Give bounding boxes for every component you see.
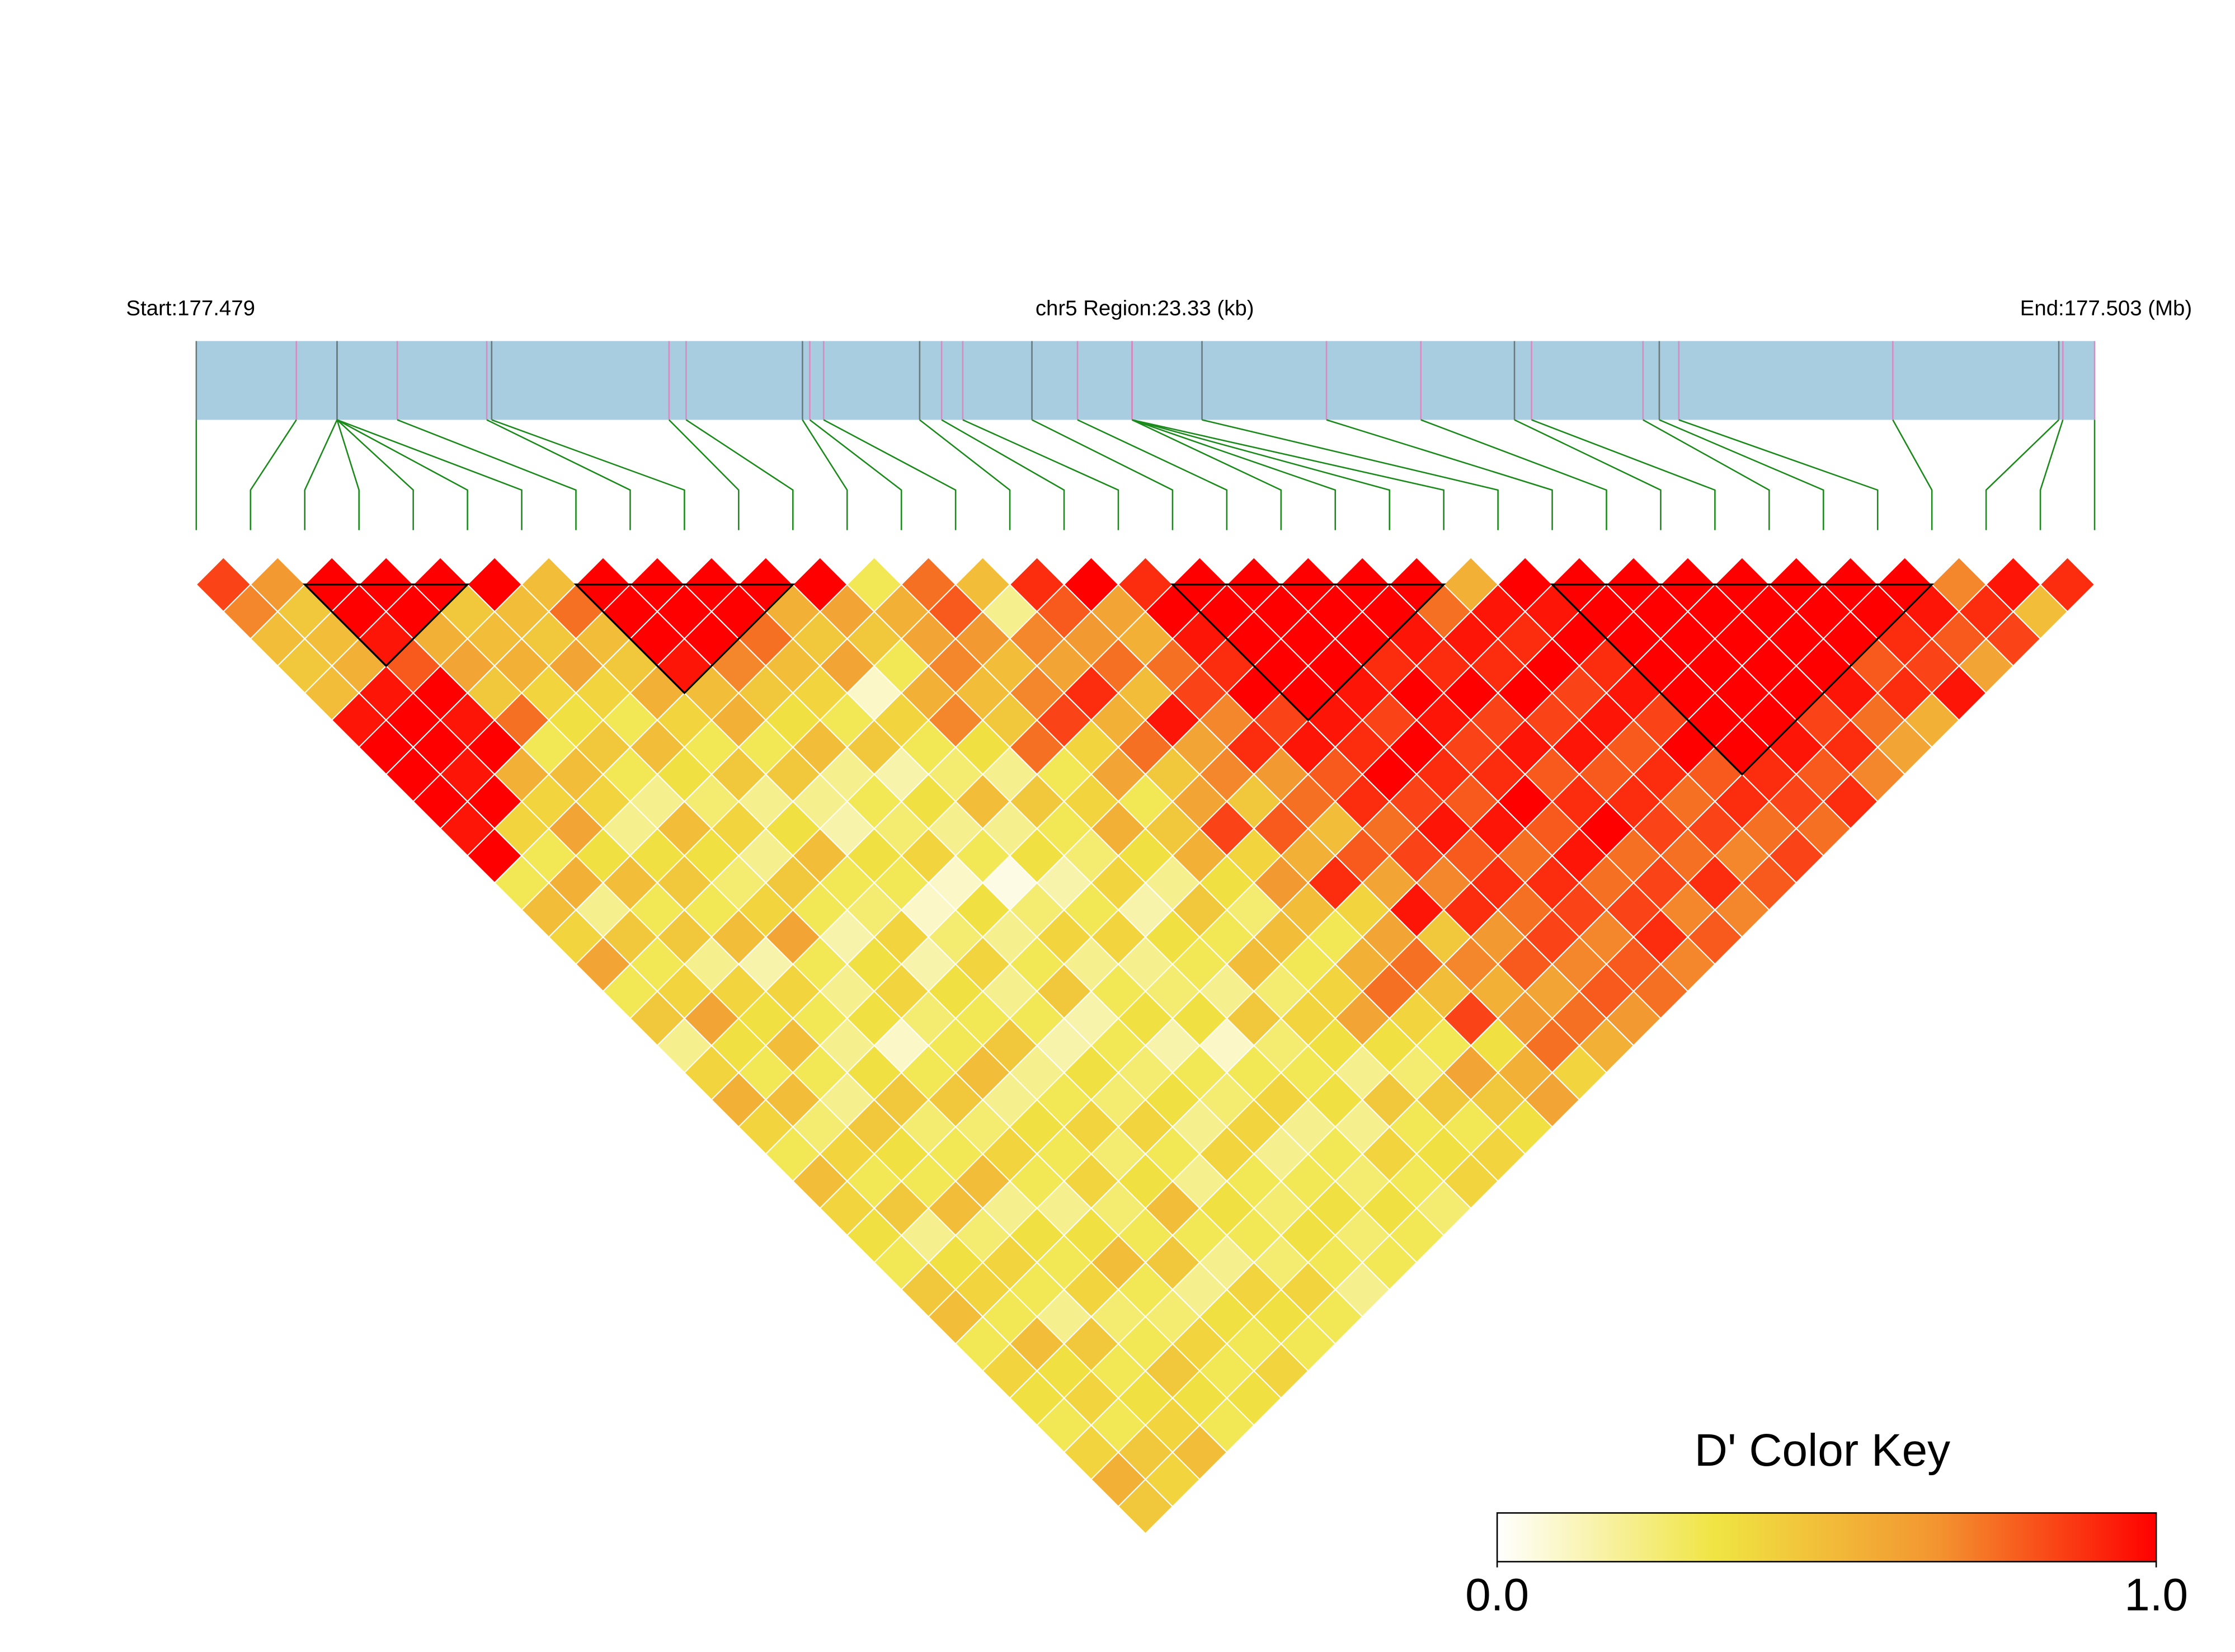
snp-connector bbox=[823, 419, 957, 530]
snp-connector bbox=[1531, 419, 1716, 530]
snp-connector bbox=[1077, 419, 1228, 530]
snp-connector bbox=[1131, 419, 1282, 530]
snp-connector bbox=[486, 419, 631, 530]
snp-connector bbox=[397, 419, 577, 530]
snp-connector bbox=[1892, 419, 1933, 530]
colorkey-bar bbox=[1496, 1512, 2157, 1562]
snp-connector bbox=[250, 419, 297, 530]
snp-connector bbox=[802, 419, 848, 530]
snp-connector bbox=[1514, 419, 1662, 530]
snp-connector bbox=[1420, 419, 1607, 530]
colorkey-tick-label: 1.0 bbox=[2124, 1570, 2188, 1621]
snp-connector bbox=[337, 419, 523, 530]
snp-connector bbox=[941, 419, 1065, 530]
region-label: chr5 Region:23.33 (kb) bbox=[1036, 296, 1254, 321]
ld-block bbox=[1550, 583, 1935, 776]
ld-block bbox=[302, 583, 470, 667]
start-label: Start:177.479 bbox=[126, 296, 255, 321]
end-label: End:177.503 (Mb) bbox=[2020, 296, 2192, 321]
snp-connector bbox=[1659, 419, 1824, 530]
snp-connector bbox=[668, 419, 740, 530]
snp-connector bbox=[304, 419, 338, 530]
ld-cell bbox=[2039, 556, 2096, 613]
snp-connector bbox=[1678, 419, 1879, 530]
snp-connector bbox=[491, 419, 685, 530]
snp-connector bbox=[962, 419, 1119, 530]
snp-connector bbox=[1132, 419, 1337, 530]
colorkey-title: D' Color Key bbox=[1695, 1425, 1950, 1476]
ld-block bbox=[573, 583, 796, 695]
colorkey-tick-label: 0.0 bbox=[1465, 1570, 1529, 1621]
snp-connector bbox=[336, 419, 414, 530]
region-track bbox=[196, 341, 2095, 420]
snp-connector bbox=[336, 420, 360, 530]
snp-connector bbox=[336, 419, 468, 530]
snp-connector bbox=[1326, 419, 1553, 530]
snp-connector bbox=[2039, 420, 2064, 530]
snp-connector bbox=[685, 419, 794, 530]
snp-connector bbox=[1132, 419, 1444, 530]
snp-connector bbox=[809, 419, 902, 530]
snp-connector bbox=[1132, 419, 1390, 530]
snp-connector bbox=[1643, 419, 1770, 530]
snp-connector bbox=[1985, 419, 2059, 530]
snp-connector bbox=[919, 419, 1011, 530]
ld-block bbox=[1170, 583, 1446, 722]
snp-connector bbox=[1031, 419, 1174, 530]
snp-connector bbox=[1202, 419, 1499, 530]
